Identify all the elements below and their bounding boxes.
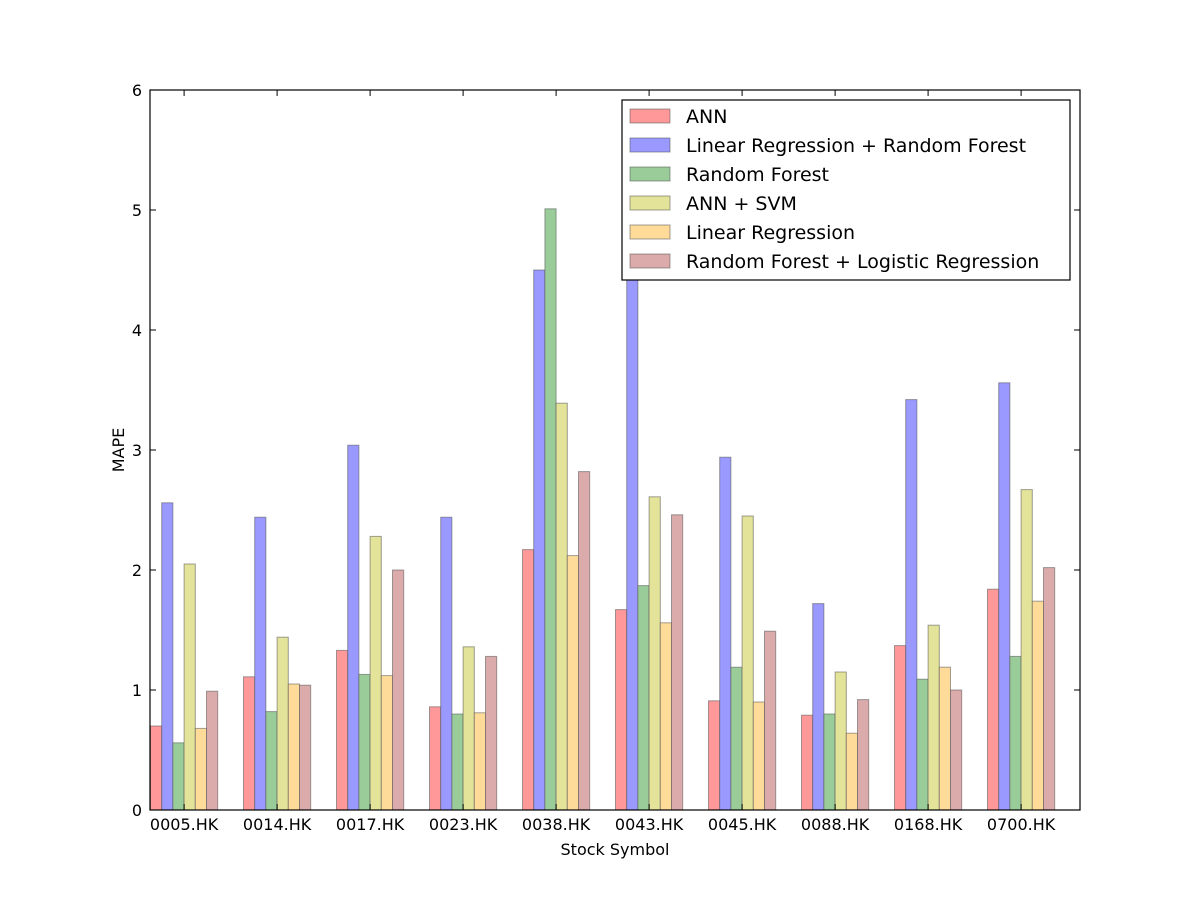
bar <box>938 666 951 811</box>
bar <box>823 713 836 811</box>
bar <box>950 689 963 811</box>
y-tick-label: 5 <box>132 201 142 220</box>
bar <box>206 690 219 811</box>
bar <box>183 563 196 811</box>
axis-ticks: 0 1 2 3 4 5 6 0005.HK 0014.HK 0017.HK 0023.HK 0038.… <box>132 81 1080 834</box>
bar <box>485 655 498 811</box>
bar <box>719 456 732 811</box>
legend-label: Linear Regression + Random Forest <box>686 135 1026 157</box>
bar <box>615 609 628 811</box>
bar <box>1031 600 1045 811</box>
legend-swatch <box>629 108 671 124</box>
x-tick-label: 0038.HK <box>522 815 591 834</box>
legend-label: Random Forest + Logistic Regression <box>686 251 1039 273</box>
legend-label: Random Forest <box>686 164 829 186</box>
y-axis-label: MAPE <box>109 428 128 473</box>
x-tick-label: 0045.HK <box>708 815 777 834</box>
legend-swatch <box>629 137 671 153</box>
bar <box>299 684 312 811</box>
x-tick-label: 0168.HK <box>894 815 963 834</box>
bar <box>336 649 349 811</box>
bar <box>522 549 535 811</box>
x-tick-label: 0043.HK <box>615 815 684 834</box>
legend-label: ANN + SVM <box>686 193 797 215</box>
bar <box>637 585 650 811</box>
y-tick-label: 4 <box>132 321 142 340</box>
legend-box <box>621 99 1071 281</box>
bar <box>440 516 453 811</box>
bar <box>708 700 721 811</box>
bar <box>347 444 360 811</box>
legend-swatch <box>629 195 671 211</box>
y-tick-label: 6 <box>132 81 142 100</box>
x-tick-label: 0700.HK <box>987 815 1056 834</box>
legend-label: ANN <box>686 106 727 128</box>
bar <box>287 683 300 811</box>
bar <box>578 471 591 811</box>
bar <box>276 636 289 811</box>
y-tick-label: 0 <box>132 801 142 820</box>
bar <box>254 516 267 811</box>
bar <box>927 624 940 811</box>
bar <box>358 673 371 811</box>
bar <box>741 515 754 811</box>
x-tick-label: 0005.HK <box>150 815 219 834</box>
bar <box>172 742 185 811</box>
bar <box>648 496 661 811</box>
bar <box>905 399 918 811</box>
bar <box>671 514 684 811</box>
x-tick-label: 0088.HK <box>801 815 870 834</box>
legend-swatch <box>629 166 671 182</box>
legend-swatch <box>629 253 671 269</box>
bar <box>243 676 256 811</box>
x-tick-label: 0017.HK <box>336 815 405 834</box>
bar <box>730 666 743 811</box>
bar <box>801 714 814 811</box>
bar <box>1043 567 1056 811</box>
bar <box>429 706 442 811</box>
bar <box>392 569 405 811</box>
bar <box>150 725 163 811</box>
bar <box>998 382 1011 811</box>
bar <box>894 645 907 811</box>
bar <box>752 701 765 811</box>
bar <box>265 711 278 811</box>
bar <box>161 502 174 811</box>
y-tick-label: 1 <box>132 681 142 700</box>
legend: ANN Linear Regression + Random Forest Rand… <box>621 99 1071 281</box>
plot-frame <box>149 89 1081 811</box>
legend-label: Linear Regression <box>686 222 855 244</box>
bar <box>834 671 847 811</box>
bar <box>533 269 546 811</box>
x-axis-label: Stock Symbol <box>561 840 670 859</box>
bar <box>764 630 777 811</box>
y-tick-label: 3 <box>132 441 142 460</box>
bar <box>1020 489 1033 811</box>
bar <box>857 699 870 811</box>
bar <box>987 588 1000 811</box>
bar <box>626 270 639 811</box>
bar <box>659 622 672 811</box>
x-tick-label: 0014.HK <box>243 815 312 834</box>
bar <box>845 732 858 811</box>
legend-swatch <box>629 224 671 240</box>
bar <box>369 535 382 811</box>
y-tick-label: 2 <box>132 561 142 580</box>
bar <box>916 678 929 811</box>
bar <box>194 727 208 811</box>
bar <box>555 402 568 811</box>
bar <box>566 555 579 811</box>
bar <box>462 646 475 811</box>
bar <box>812 603 825 811</box>
x-tick-label: 0023.HK <box>429 815 498 834</box>
bar <box>544 208 557 811</box>
bar <box>1009 655 1022 811</box>
bar <box>451 713 464 811</box>
bar <box>473 712 486 811</box>
bar <box>380 675 393 811</box>
